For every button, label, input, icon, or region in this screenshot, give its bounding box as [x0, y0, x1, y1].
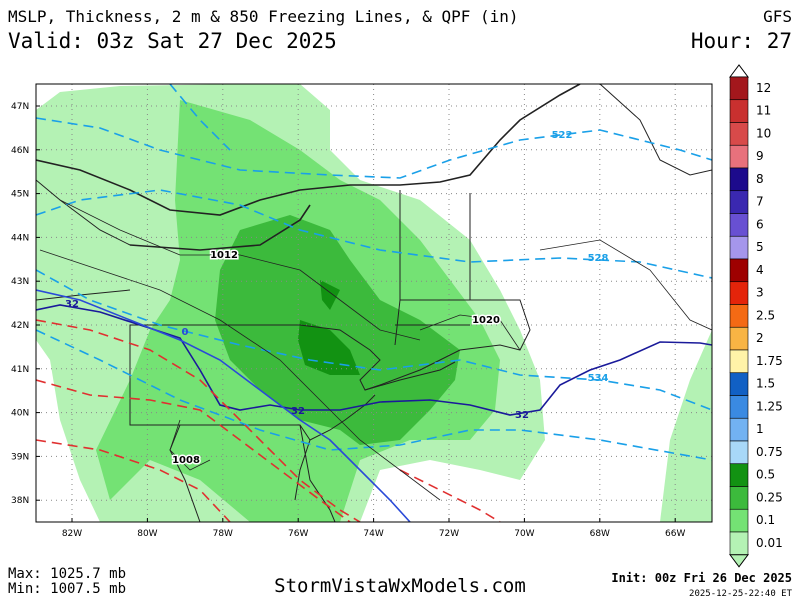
colorbar-label: 0.25 — [756, 490, 783, 504]
lat-label: 45N — [11, 190, 29, 200]
map-body — [36, 84, 712, 522]
colorbar-cell — [729, 531, 749, 556]
contour-label: 1012 — [210, 250, 238, 261]
valid-time: Valid: 03z Sat 27 Dec 2025 — [8, 29, 337, 53]
lon-label: 78W — [213, 529, 233, 539]
colorbar-label: 1.25 — [756, 399, 783, 413]
init-time: Init: 00z Fri 26 Dec 2025 — [611, 571, 792, 585]
contour-label: 528 — [588, 253, 609, 264]
colorbar-cell — [729, 508, 749, 533]
colorbar-cell — [729, 235, 749, 260]
colorbar-label: 0.5 — [756, 468, 775, 482]
colorbar-label: 6 — [756, 217, 764, 231]
colorbar-cell — [729, 167, 749, 192]
freezing-lines — [36, 289, 712, 522]
isobars — [39, 199, 712, 501]
colorbar-cell — [729, 281, 749, 305]
max-pressure: Max: 1025.7 mb — [8, 566, 126, 582]
colorbar-arrow-bottom — [729, 554, 749, 568]
colorbar-label: 9 — [756, 149, 764, 163]
contour-label: 0 — [182, 327, 189, 338]
colorbar-cell — [729, 144, 749, 169]
lat-label: 44N — [11, 233, 29, 243]
colorbar-cell — [729, 213, 749, 237]
timestamp: 2025-12-25-22:40 ET — [689, 589, 793, 599]
model-name: GFS — [763, 7, 792, 26]
lon-label: 66W — [665, 529, 685, 539]
contour-label: 534 — [588, 373, 609, 384]
colorbar-cell — [729, 190, 749, 214]
colorbar-label: 2 — [756, 331, 764, 345]
colorbar-label: 1 — [756, 422, 764, 436]
contour-label: 1020 — [472, 315, 500, 326]
map-title: MSLP, Thickness, 2 m & 850 Freezing Line… — [8, 7, 519, 26]
axis-labels: 47N 46N 45N 44N 43N 42N 41N 40N 39N 38N 82W 80W 78W 7… — [11, 102, 685, 539]
colorbar-cell — [729, 395, 749, 419]
colorbar-label: 0.01 — [756, 536, 783, 550]
lat-label: 38N — [11, 496, 29, 506]
colorbar-label: 2.5 — [756, 308, 775, 322]
lon-label: 76W — [288, 529, 308, 539]
colorbar-arrow-top — [729, 64, 749, 78]
lat-label: 43N — [11, 277, 29, 287]
lon-label: 72W — [439, 529, 459, 539]
colorbar-cell — [729, 417, 749, 442]
forecast-hour: Hour: 27 — [691, 29, 792, 53]
lon-label: 80W — [137, 529, 157, 539]
lon-label: 74W — [363, 529, 383, 539]
thickness-lines — [36, 84, 712, 461]
colorbar-label: 3 — [756, 286, 764, 300]
colorbar-cell — [729, 372, 749, 396]
lat-label: 46N — [11, 146, 29, 156]
graticule — [36, 84, 712, 522]
colorbar-cell — [729, 349, 749, 374]
colorbar-label: 5 — [756, 240, 764, 254]
contour-label: 32 — [291, 406, 305, 417]
colorbar-cell — [729, 76, 749, 101]
colorbar-label: 8 — [756, 172, 764, 186]
colorbar-cell — [729, 258, 749, 283]
colorbar-cell — [729, 326, 749, 351]
contour-label: 522 — [552, 130, 573, 141]
colorbar-cell — [729, 486, 749, 510]
contour-label: 32 — [515, 410, 529, 421]
colorbar-label: 10 — [756, 126, 771, 140]
colorbar-cell — [729, 304, 749, 328]
min-pressure: Min: 1007.5 mb — [8, 581, 126, 597]
colorbar-cell — [729, 440, 749, 465]
colorbar-label: 7 — [756, 195, 764, 209]
lon-label: 70W — [514, 529, 534, 539]
colorbar-cell — [729, 463, 749, 487]
lat-label: 47N — [11, 102, 29, 112]
colorbar-label: 11 — [756, 104, 771, 118]
colorbar-cell — [729, 122, 749, 146]
colorbar-label: 0.1 — [756, 513, 775, 527]
colorbar-label: 4 — [756, 263, 764, 277]
lat-label: 42N — [11, 321, 29, 331]
boundaries — [36, 84, 712, 522]
colorbar-label: 1.5 — [756, 377, 775, 391]
colorbar-cell — [729, 99, 749, 123]
colorbar-label: 1.75 — [756, 354, 783, 368]
lon-label: 82W — [62, 529, 82, 539]
lat-label: 39N — [11, 452, 29, 462]
lat-label: 41N — [11, 365, 29, 375]
colorbar-label: 12 — [756, 81, 771, 95]
lat-label: 40N — [11, 409, 29, 419]
colorbar-label: 0.75 — [756, 445, 783, 459]
contour-label: 32 — [65, 299, 79, 310]
contour-label: 1008 — [172, 455, 200, 466]
colorbar: 12 11 10 9 8 7 6 5 4 3 2.5 2 1.75 1.5 1.25 1 0.75 0.5 0.25… — [729, 64, 783, 568]
site-name: StormVistaWxModels.com — [274, 575, 526, 597]
lon-label: 68W — [590, 529, 610, 539]
